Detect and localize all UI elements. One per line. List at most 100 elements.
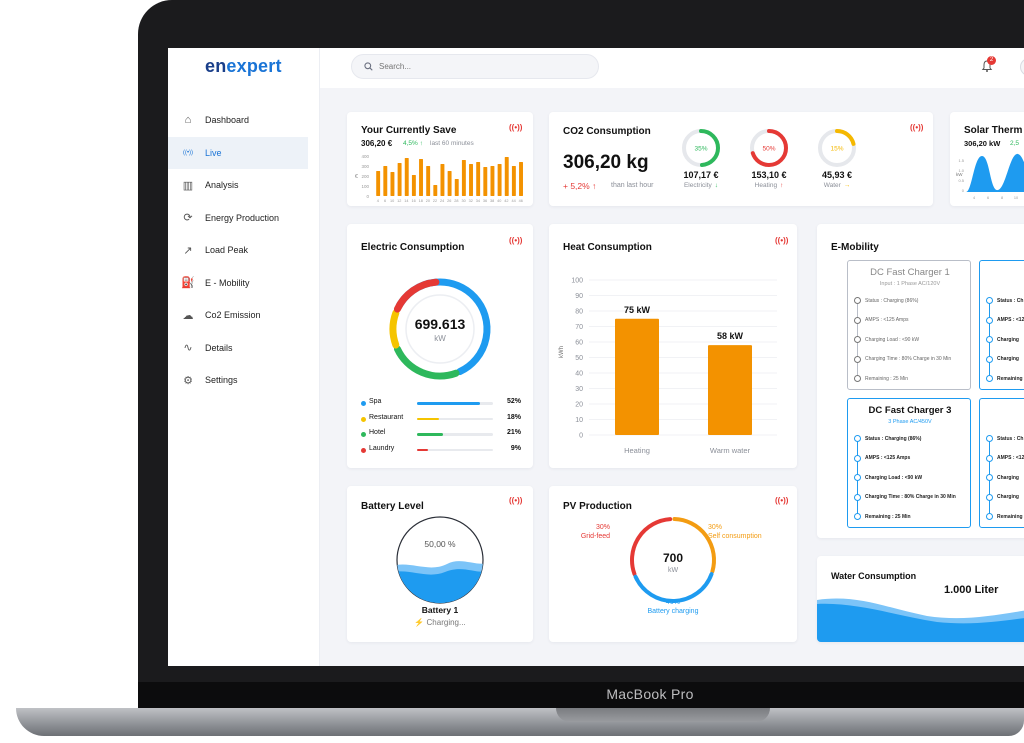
save-period: last 60 minutes bbox=[430, 140, 474, 147]
search-box[interactable] bbox=[351, 54, 599, 79]
save-bar[interactable] bbox=[461, 160, 466, 196]
brand-logo[interactable]: enexpert bbox=[205, 56, 282, 76]
save-x-tick: 34 bbox=[476, 199, 480, 203]
avatar[interactable] bbox=[1020, 58, 1024, 76]
sidebar-item-co2-emission[interactable]: ☁ Co2 Emission bbox=[168, 299, 320, 332]
charger-step-dot bbox=[854, 336, 861, 343]
electric-row[interactable]: Restaurant 18% bbox=[361, 414, 521, 426]
sidebar-item-label: Energy Production bbox=[205, 212, 280, 223]
sidebar-item-analysis[interactable]: ▥ Analysis bbox=[168, 169, 320, 202]
charger-name: DC Fa bbox=[980, 405, 1024, 416]
co2-gauge-heating[interactable]: 50% 153,10 € Heating ↑ bbox=[739, 126, 799, 206]
save-bar[interactable] bbox=[419, 159, 423, 196]
save-x-tick: 26 bbox=[447, 199, 451, 203]
sidebar-item-e-mobility[interactable]: ⛽ E - Mobility bbox=[168, 267, 320, 300]
charger-step-dot bbox=[854, 375, 861, 382]
heat-bar[interactable] bbox=[615, 318, 659, 435]
electric-donut-segment[interactable] bbox=[393, 278, 440, 313]
device-label: MacBook Pro bbox=[606, 686, 694, 702]
charger-step-text: Charging bbox=[997, 494, 1019, 500]
search-icon bbox=[364, 62, 373, 71]
pv-donut-segment[interactable] bbox=[672, 517, 716, 574]
battery-wave-front bbox=[397, 569, 483, 603]
sidebar-item-settings[interactable]: ⚙ Settings bbox=[168, 364, 320, 397]
electric-row[interactable]: Laundry 9% bbox=[361, 445, 521, 457]
save-bar[interactable] bbox=[469, 164, 473, 196]
battery-card: Battery Level ((•)) 50,00 % Battery 1 ⚡ … bbox=[347, 486, 533, 642]
electric-donut-segment[interactable] bbox=[389, 309, 400, 349]
sidebar-item-live[interactable]: ((•)) Live bbox=[168, 136, 308, 169]
electric-row-label: Spa bbox=[369, 398, 382, 405]
heat-bar[interactable] bbox=[708, 345, 752, 435]
legend-dot bbox=[361, 401, 366, 406]
charger-step-dot bbox=[854, 513, 861, 520]
save-x-tick: 24 bbox=[440, 199, 444, 203]
gauge-value: 45,93 € bbox=[821, 170, 853, 180]
save-bar[interactable] bbox=[447, 171, 452, 196]
sidebar-item-label: Co2 Emission bbox=[205, 310, 261, 321]
pv-donut-segment[interactable] bbox=[633, 572, 714, 603]
electric-donut-segment[interactable] bbox=[393, 345, 460, 380]
save-bar[interactable] bbox=[426, 166, 431, 196]
sidebar-item-load-peak[interactable]: ↗ Load Peak bbox=[168, 234, 320, 267]
charger-step-text: AMPS : <12 bbox=[997, 317, 1024, 323]
live-broadcast-icon: ((•)) bbox=[775, 496, 789, 505]
sidebar-item-details[interactable]: ∿ Details bbox=[168, 332, 320, 365]
charger-step-dot bbox=[854, 435, 861, 442]
heat-category-label: Heating bbox=[624, 446, 650, 455]
save-bar[interactable] bbox=[483, 167, 488, 196]
electric-row[interactable]: Spa 52% bbox=[361, 398, 521, 410]
pv-donut-segment[interactable] bbox=[630, 517, 673, 577]
electric-value: 699.613 bbox=[414, 316, 466, 332]
cloud-co2-icon: ☁ bbox=[182, 309, 194, 322]
battery-name: Battery 1 bbox=[421, 605, 459, 615]
save-x-tick: 20 bbox=[426, 199, 430, 203]
electric-row[interactable]: Hotel 21% bbox=[361, 429, 521, 441]
co2-gauge-water[interactable]: 15% 45,93 € Water → bbox=[807, 126, 867, 206]
electric-row-fill bbox=[417, 402, 481, 405]
save-x-tick: 10 bbox=[390, 199, 394, 203]
save-bar[interactable] bbox=[490, 166, 495, 196]
charger-step-dot bbox=[986, 474, 993, 481]
pv-value: 700 bbox=[662, 551, 684, 565]
save-bar[interactable] bbox=[411, 175, 416, 196]
save-bar[interactable] bbox=[497, 164, 502, 196]
electric-row-track bbox=[417, 402, 493, 405]
charger-step-dot bbox=[986, 355, 993, 363]
sidebar-item-label: Dashboard bbox=[205, 115, 250, 126]
gauge-label: Water → bbox=[823, 182, 851, 189]
co2-change: + 5,2% ↑ bbox=[563, 181, 597, 191]
save-bar[interactable] bbox=[504, 157, 509, 196]
charger-step-text: Status : Charging (86%) bbox=[865, 297, 919, 304]
search-input[interactable] bbox=[379, 62, 569, 71]
save-bar[interactable] bbox=[511, 166, 516, 196]
charger-card[interactable]: DC Fa 3 P Status : Ch AMPS : <12 Charging Cha… bbox=[979, 398, 1024, 528]
save-x-tick: 40 bbox=[497, 199, 501, 203]
save-bar[interactable] bbox=[519, 162, 523, 196]
charger-card[interactable]: DC Fast Charger 1 Input : 1 Phase AC/120V… bbox=[847, 260, 971, 390]
charger-input: 3 Phase AC/450V bbox=[888, 419, 932, 425]
sidebar-item-dashboard[interactable]: ⌂ Dashboard bbox=[168, 104, 320, 137]
save-bar[interactable] bbox=[390, 172, 395, 196]
co2-gauge-electricity[interactable]: 35% 107,17 € Electricity ↓ bbox=[671, 126, 731, 206]
charger-step-dot bbox=[986, 435, 993, 442]
save-bar[interactable] bbox=[376, 171, 381, 196]
save-bar[interactable] bbox=[440, 164, 445, 196]
save-y-tick: 0 bbox=[366, 194, 369, 199]
save-bar[interactable] bbox=[383, 166, 388, 196]
solar-y-label: kW bbox=[956, 172, 963, 177]
save-bar[interactable] bbox=[404, 158, 409, 196]
charger-card[interactable]: DC Fast Charger 3 3 Phase AC/450V Status :… bbox=[847, 398, 971, 528]
electric-donut-center bbox=[405, 294, 475, 364]
save-x-tick: 30 bbox=[461, 199, 465, 203]
save-bar[interactable] bbox=[433, 185, 438, 196]
charger-card[interactable]: DC Fa 1 Phas Status : Ch AMPS : <12 Charging… bbox=[979, 260, 1024, 390]
water-wave bbox=[817, 598, 1024, 642]
sidebar-item-energy-production[interactable]: ⟳ Energy Production bbox=[168, 202, 320, 235]
save-x-tick: 44 bbox=[511, 199, 515, 203]
save-bar[interactable] bbox=[476, 162, 481, 196]
save-x-tick: 6 bbox=[384, 199, 386, 203]
charger-step-text: Status : Ch bbox=[997, 297, 1024, 304]
save-bar[interactable] bbox=[454, 179, 459, 196]
save-bar[interactable] bbox=[397, 163, 402, 196]
